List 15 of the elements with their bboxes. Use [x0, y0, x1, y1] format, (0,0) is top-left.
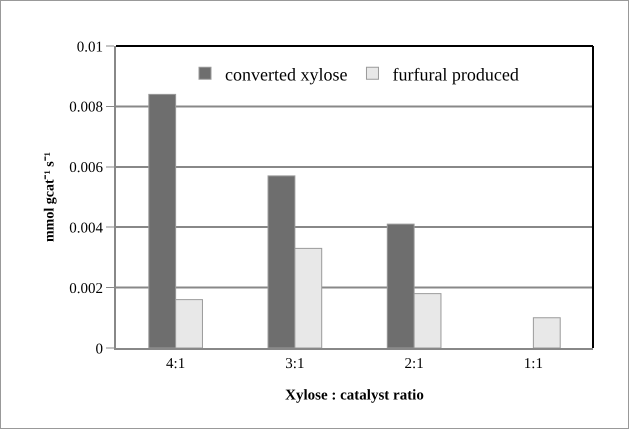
- y-tick-label: 0.004: [69, 220, 104, 236]
- x-tick-label: 4:1: [166, 356, 186, 372]
- x-axis-title: Xylose : catalyst ratio: [285, 388, 424, 404]
- y-tick-label: 0.008: [69, 100, 103, 116]
- legend-label: converted xylose: [225, 64, 348, 84]
- x-tick-label: 3:1: [285, 356, 304, 372]
- y-axis-title: mmol gcat⁻¹ s⁻¹: [42, 152, 58, 242]
- legend-label: furfural produced: [392, 64, 519, 84]
- y-tick-label: 0.002: [69, 280, 103, 297]
- y-tick-label: 0: [96, 341, 103, 358]
- x-tick-label: 2:1: [404, 356, 424, 372]
- x-tick-label: 1:1: [524, 356, 543, 372]
- bar: [532, 317, 561, 348]
- y-tick-label: 0.01: [76, 39, 103, 56]
- y-tick-label: 0.006: [69, 160, 104, 176]
